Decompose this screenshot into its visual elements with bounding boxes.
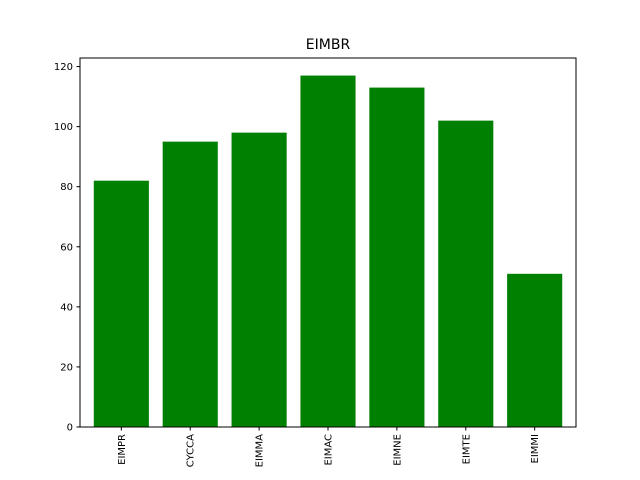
bar-eimpr bbox=[93, 180, 149, 427]
x-tick-label: EIMNE bbox=[392, 434, 403, 466]
bars-group bbox=[93, 75, 563, 428]
x-tick-label: EIMAC bbox=[324, 434, 335, 466]
y-tick-label: 100 bbox=[54, 122, 73, 133]
x-axis: EIMPR CYCCA EIMMA EIMAC EIMNE EIMTE EIMMI bbox=[117, 427, 541, 467]
x-tick-label: EIMPR bbox=[117, 434, 128, 465]
y-tick-label: 40 bbox=[60, 302, 73, 313]
y-tick-label: 20 bbox=[60, 362, 73, 373]
y-tick-label: 60 bbox=[60, 242, 73, 253]
x-tick-label: EIMMI bbox=[530, 434, 541, 463]
y-tick-label: 80 bbox=[60, 182, 73, 193]
y-tick-label: 0 bbox=[67, 423, 73, 434]
bar-eimmi bbox=[507, 273, 563, 427]
y-tick-label: 120 bbox=[54, 62, 73, 73]
bar-cycca bbox=[162, 141, 218, 427]
x-tick-label: CYCCA bbox=[186, 434, 197, 467]
x-tick-label: EIMMA bbox=[255, 434, 266, 468]
bar-eimte bbox=[438, 120, 494, 427]
chart-title: EIMBR bbox=[306, 37, 351, 53]
x-tick-label: EIMTE bbox=[461, 434, 472, 464]
bar-eimne bbox=[369, 87, 425, 427]
bar-eimac bbox=[300, 75, 356, 428]
y-axis: 0 20 40 60 80 100 120 bbox=[54, 62, 80, 434]
bar-eimma bbox=[231, 132, 287, 427]
plot-frame bbox=[79, 57, 577, 428]
